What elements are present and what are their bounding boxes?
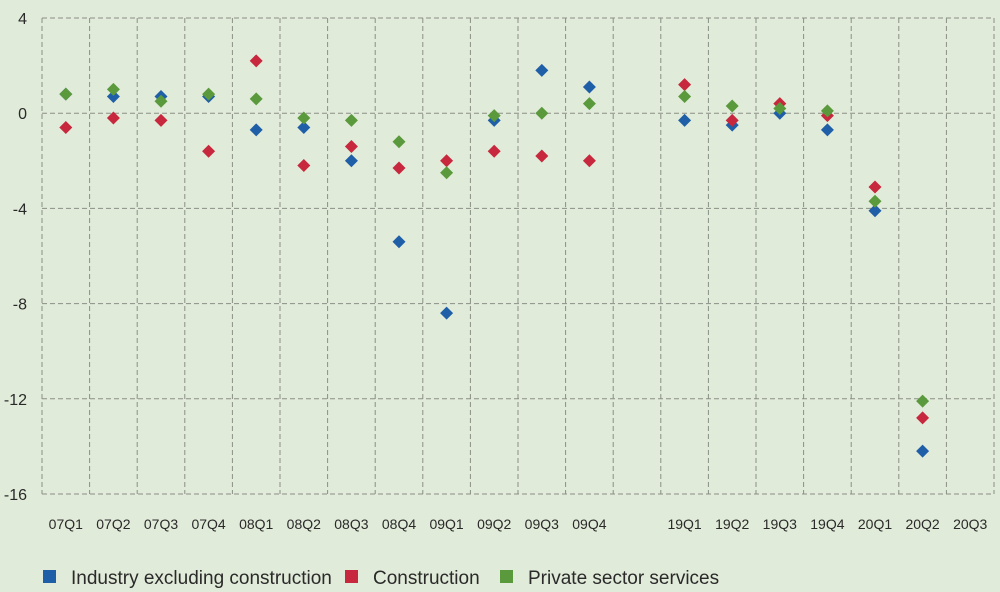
legend-label: Construction xyxy=(373,568,480,589)
data-point-series-2 xyxy=(916,394,930,408)
data-point-series-2 xyxy=(725,99,739,113)
grid-layer xyxy=(41,17,995,495)
data-point-series-0 xyxy=(916,444,930,458)
x-tick-label: 09Q3 xyxy=(525,516,559,532)
data-point-series-2 xyxy=(678,90,692,104)
legend: Industry excluding construction Construct… xyxy=(43,568,719,589)
x-tick-label: 09Q1 xyxy=(429,516,463,532)
data-point-series-1 xyxy=(154,113,168,127)
legend-label: Industry excluding construction xyxy=(71,568,332,589)
x-tick-label: 20Q2 xyxy=(905,516,939,532)
data-point-series-0 xyxy=(297,120,311,134)
data-point-series-2 xyxy=(820,104,834,118)
data-point-series-0 xyxy=(106,90,120,104)
x-tick-label: 07Q2 xyxy=(96,516,130,532)
data-point-series-2 xyxy=(59,87,73,101)
x-tick-label: 08Q3 xyxy=(334,516,368,532)
data-point-series-0 xyxy=(868,204,882,218)
y-tick-label: 0 xyxy=(18,106,27,123)
data-point-series-0 xyxy=(344,154,358,168)
data-point-series-2 xyxy=(202,87,216,101)
data-point-series-0 xyxy=(820,123,834,137)
x-tick-label: 20Q3 xyxy=(953,516,987,532)
data-point-series-2 xyxy=(344,113,358,127)
legend-swatch xyxy=(43,570,56,583)
x-tick-label: 19Q4 xyxy=(810,516,844,532)
data-point-series-2 xyxy=(582,97,596,111)
data-point-series-2 xyxy=(297,111,311,125)
data-point-series-2 xyxy=(106,82,120,96)
x-tick-label: 08Q2 xyxy=(287,516,321,532)
data-point-series-1 xyxy=(725,113,739,127)
x-tick-label: 09Q4 xyxy=(572,516,606,532)
data-point-series-2 xyxy=(868,194,882,208)
x-tick-label: 19Q3 xyxy=(763,516,797,532)
data-point-series-0 xyxy=(582,80,596,94)
x-axis-ticks: 07Q1 07Q2 07Q3 07Q4 08Q1 08Q2 08Q3 08Q4 09Q1 09Q2… xyxy=(49,516,988,532)
data-point-series-1 xyxy=(59,120,73,134)
x-tick-label: 09Q2 xyxy=(477,516,511,532)
data-point-series-1 xyxy=(106,111,120,125)
legend-label: Private sector services xyxy=(528,568,719,589)
data-point-series-0 xyxy=(392,235,406,249)
data-point-series-1 xyxy=(487,144,501,158)
data-point-series-0 xyxy=(678,113,692,127)
data-point-series-0 xyxy=(440,306,454,320)
data-point-series-1 xyxy=(297,159,311,173)
data-point-series-2 xyxy=(392,135,406,149)
y-axis-ticks: 4 0 -4 -8 -12 -16 xyxy=(4,11,27,504)
data-point-series-0 xyxy=(535,63,549,77)
data-point-series-0 xyxy=(249,123,263,137)
data-point-series-1 xyxy=(916,411,930,425)
data-point-series-2 xyxy=(440,166,454,180)
x-tick-label: 07Q1 xyxy=(49,516,83,532)
x-tick-label: 19Q2 xyxy=(715,516,749,532)
data-point-series-2 xyxy=(154,94,168,108)
x-tick-label: 19Q1 xyxy=(667,516,701,532)
data-point-series-1 xyxy=(535,149,549,163)
data-point-series-2 xyxy=(535,106,549,120)
x-tick-label: 07Q3 xyxy=(144,516,178,532)
y-tick-label: -16 xyxy=(4,487,27,504)
data-point-series-2 xyxy=(487,109,501,123)
data-point-series-1 xyxy=(344,140,358,154)
data-point-series-1 xyxy=(392,161,406,175)
data-point-series-1 xyxy=(582,154,596,168)
x-tick-label: 08Q1 xyxy=(239,516,273,532)
data-point-series-1 xyxy=(678,78,692,92)
y-tick-label: -12 xyxy=(4,392,27,409)
x-tick-label: 20Q1 xyxy=(858,516,892,532)
data-point-series-1 xyxy=(202,144,216,158)
y-tick-label: -8 xyxy=(13,297,27,314)
x-tick-label: 08Q4 xyxy=(382,516,416,532)
data-point-series-1 xyxy=(868,180,882,194)
data-point-series-1 xyxy=(440,154,454,168)
x-tick-label: 07Q4 xyxy=(191,516,225,532)
y-tick-label: 4 xyxy=(18,11,27,28)
data-point-series-2 xyxy=(773,101,787,115)
y-tick-label: -4 xyxy=(13,201,27,218)
legend-swatch xyxy=(345,570,358,583)
data-points xyxy=(59,54,930,458)
legend-swatch xyxy=(500,570,513,583)
data-point-series-2 xyxy=(249,92,263,106)
data-point-series-1 xyxy=(249,54,263,68)
